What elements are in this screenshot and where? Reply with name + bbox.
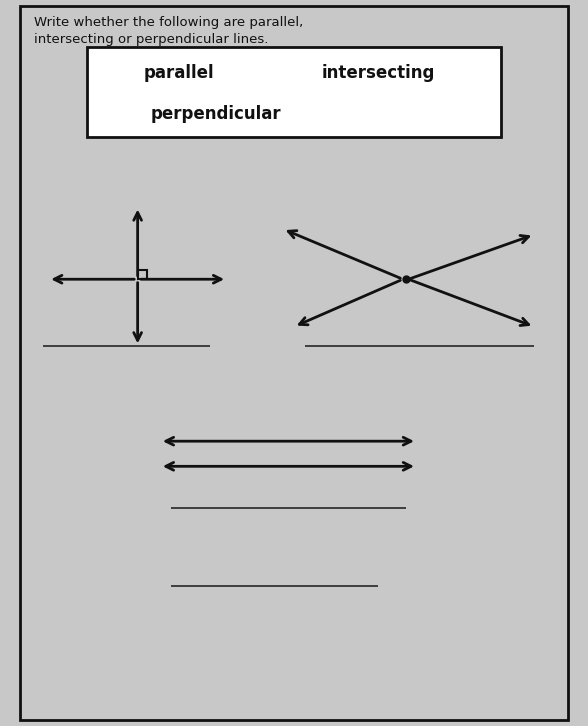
Bar [88, 47, 500, 136]
Bar [138, 270, 147, 280]
Text: Write whether the following are parallel,
intersecting or perpendicular lines.: Write whether the following are parallel… [34, 16, 303, 46]
Text: intersecting: intersecting [322, 64, 435, 81]
Text: perpendicular: perpendicular [151, 105, 281, 123]
Text: parallel: parallel [143, 64, 214, 81]
